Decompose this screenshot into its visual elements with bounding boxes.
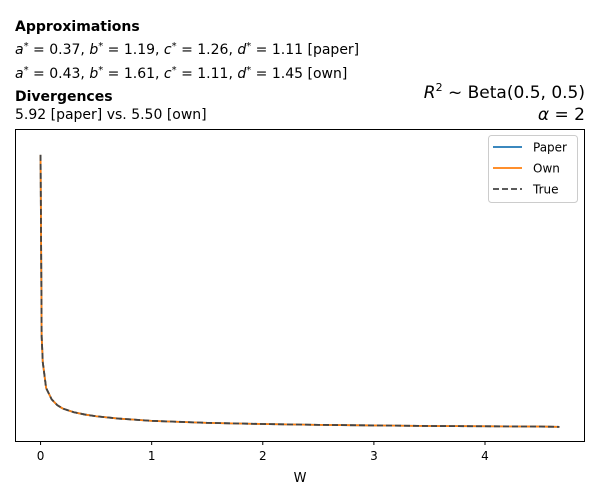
divergences-values: 5.92 [paper] vs. 5.50 [own] — [15, 107, 207, 123]
x-tick-label: 4 — [481, 449, 489, 463]
approx-paper-d: 1.11 — [272, 42, 303, 58]
divergences-heading: Divergences — [15, 89, 113, 105]
x-tick-label: 3 — [370, 449, 378, 463]
x-tick-label: 2 — [259, 449, 267, 463]
series-line-own — [39, 154, 560, 428]
approx-own-b: 1.61 — [124, 66, 155, 82]
approximation-own-line: a* = 0.43, b* = 1.61, c* = 1.11, d* = 1.… — [15, 65, 347, 82]
x-axis-ticks: 0 1 2 3 4 — [37, 441, 489, 463]
approx-own-d: 1.45 — [272, 66, 303, 82]
series-line-paper — [39, 154, 560, 428]
axes-frame — [15, 129, 585, 442]
legend-label-own: Own — [533, 162, 560, 176]
approx-own-c: 1.11 — [197, 66, 228, 82]
x-axis-label: W — [294, 471, 307, 486]
alpha-label: α = 2 — [538, 105, 585, 125]
approximations-heading: Approximations — [15, 19, 140, 35]
legend-box — [488, 135, 578, 203]
plot-lines — [39, 154, 560, 428]
approx-own-a: 0.43 — [49, 66, 80, 82]
x-tick-label: 0 — [37, 449, 45, 463]
series-line-true — [39, 154, 560, 428]
approx-paper-c: 1.26 — [197, 42, 228, 58]
x-tick-label: 1 — [148, 449, 156, 463]
legend: Paper Own True — [488, 135, 578, 203]
approx-paper-tag: [paper] — [308, 42, 360, 58]
approx-paper-a: 0.37 — [49, 42, 80, 58]
distribution-label: R2 ~ Beta(0.5, 0.5) — [424, 81, 585, 103]
approx-paper-b: 1.19 — [124, 42, 155, 58]
legend-label-true: True — [532, 183, 559, 197]
approximation-paper-line: a* = 0.37, b* = 1.19, c* = 1.26, d* = 1.… — [15, 41, 359, 58]
approx-own-tag: [own] — [308, 66, 348, 82]
legend-label-paper: Paper — [533, 141, 567, 155]
